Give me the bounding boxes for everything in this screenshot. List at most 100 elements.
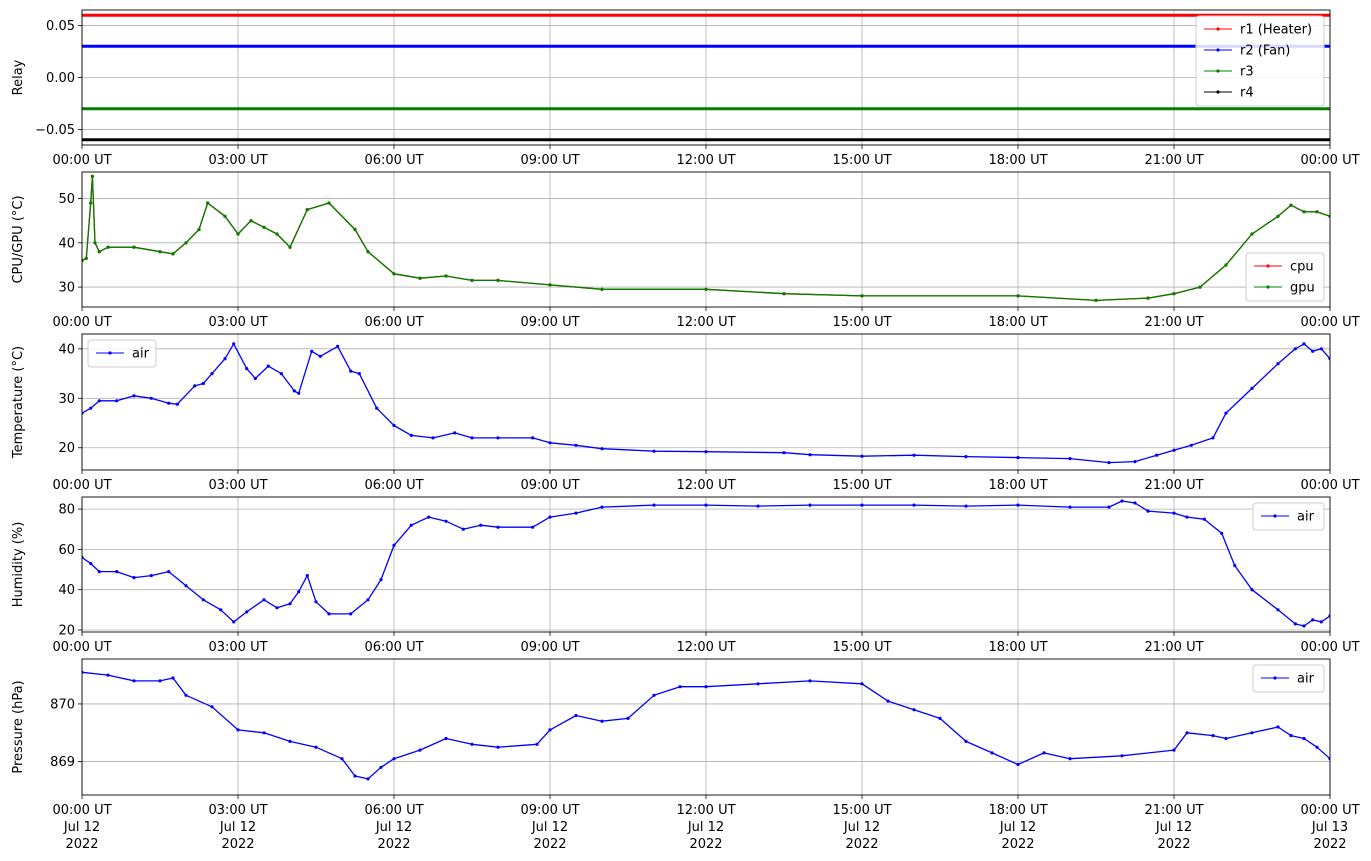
data-point	[340, 757, 344, 761]
data-point	[431, 436, 435, 440]
data-point	[574, 511, 578, 515]
data-point	[548, 283, 552, 287]
data-point	[1293, 622, 1297, 626]
legend: r1 (Heater) r2 (Fan) r3 r4	[1195, 15, 1325, 107]
x-tick-label: 00:00 UT	[52, 803, 111, 818]
x-tick-label: 15:00 UT	[832, 640, 891, 655]
data-point	[964, 504, 968, 508]
data-point	[1094, 298, 1098, 302]
y-tick-label: 80	[58, 503, 75, 518]
data-point	[1276, 214, 1280, 218]
data-point	[132, 245, 136, 249]
x-tick-label: 09:00 UT	[520, 315, 579, 330]
data-point	[171, 676, 175, 680]
x-tick-label: 00:00 UT	[52, 640, 111, 655]
data-point	[245, 367, 249, 371]
data-point	[167, 401, 171, 405]
data-point	[89, 201, 93, 205]
data-point	[782, 451, 786, 455]
data-point	[1233, 563, 1237, 568]
data-point	[1155, 453, 1159, 457]
data-point	[652, 503, 656, 507]
data-point	[1289, 734, 1293, 738]
x-tick-label: 18:00 UT	[988, 640, 1047, 655]
data-point	[366, 250, 370, 254]
data-point	[808, 679, 812, 683]
x-tick-label: 12:00 UT	[676, 153, 735, 168]
y-tick-label: 40	[58, 236, 75, 251]
data-point	[357, 372, 361, 376]
data-point	[1224, 736, 1228, 741]
data-point	[938, 716, 942, 721]
data-point	[418, 276, 422, 280]
data-point	[232, 342, 236, 346]
data-point	[756, 682, 760, 686]
legend-label: r4	[1240, 86, 1254, 101]
x-tick-date: Jul 12	[531, 820, 568, 835]
x-tick-date: Jul 12	[63, 820, 100, 835]
data-point	[310, 349, 314, 353]
x-tick-label: 03:00 UT	[208, 315, 267, 330]
data-point	[548, 728, 552, 732]
data-point	[262, 598, 266, 602]
data-point	[232, 620, 236, 624]
x-tick-label: 03:00 UT	[208, 803, 267, 818]
data-point	[990, 751, 994, 755]
data-point	[496, 745, 500, 749]
x-tick-label: 00:00 UT	[52, 315, 111, 330]
x-tick-label: 15:00 UT	[832, 803, 891, 818]
data-point	[1220, 531, 1224, 535]
x-tick-label: 21:00 UT	[1144, 315, 1203, 330]
data-point	[327, 201, 331, 205]
x-tick-label: 00:00 UT	[1300, 315, 1359, 330]
data-point	[167, 570, 171, 574]
panel-5: 869 870 00:00 UT Jul 12 2022 03:00 UT Jul 12 20…	[11, 658, 1360, 852]
legend-label: air	[132, 347, 150, 362]
data-point	[314, 745, 318, 749]
series-line-air	[82, 500, 1330, 627]
x-tick-label: 15:00 UT	[832, 315, 891, 330]
data-point	[184, 584, 188, 588]
data-point	[279, 372, 283, 376]
data-point	[219, 608, 223, 612]
data-point	[327, 612, 331, 616]
data-point	[1172, 511, 1176, 515]
legend: air	[1252, 502, 1325, 531]
data-point	[288, 739, 292, 744]
x-tick-year: 2022	[845, 837, 878, 852]
data-point	[496, 436, 500, 440]
legend-box	[1252, 664, 1325, 693]
data-point	[1250, 731, 1254, 735]
data-point	[409, 523, 413, 527]
data-point	[353, 227, 357, 232]
data-point	[1224, 263, 1228, 267]
data-point	[704, 450, 708, 454]
data-point	[1311, 618, 1315, 622]
data-point	[1146, 509, 1150, 513]
legend-box	[1245, 252, 1325, 302]
data-point	[149, 574, 153, 578]
legend-marker	[1273, 514, 1277, 518]
y-tick-label: 20	[58, 623, 75, 638]
data-point	[1302, 342, 1306, 346]
legend-box	[87, 339, 157, 368]
data-point	[1107, 461, 1111, 465]
data-point	[1250, 232, 1254, 236]
data-point	[600, 505, 604, 509]
y-axis-label: Temperature (°C)	[11, 346, 26, 459]
legend-marker	[1216, 27, 1220, 31]
x-tick-label: 00:00 UT	[1300, 803, 1359, 818]
x-tick-label: 15:00 UT	[832, 153, 891, 168]
legend-label: cpu	[1290, 260, 1314, 275]
data-point	[912, 453, 916, 457]
data-point	[574, 443, 578, 447]
data-point	[1211, 436, 1215, 440]
data-point	[1172, 748, 1176, 752]
data-point	[1293, 347, 1297, 351]
x-tick-label: 06:00 UT	[364, 478, 423, 493]
legend-label: gpu	[1290, 281, 1315, 296]
x-tick-label: 03:00 UT	[208, 640, 267, 655]
x-tick-label: 09:00 UT	[520, 803, 579, 818]
data-point	[158, 250, 162, 254]
